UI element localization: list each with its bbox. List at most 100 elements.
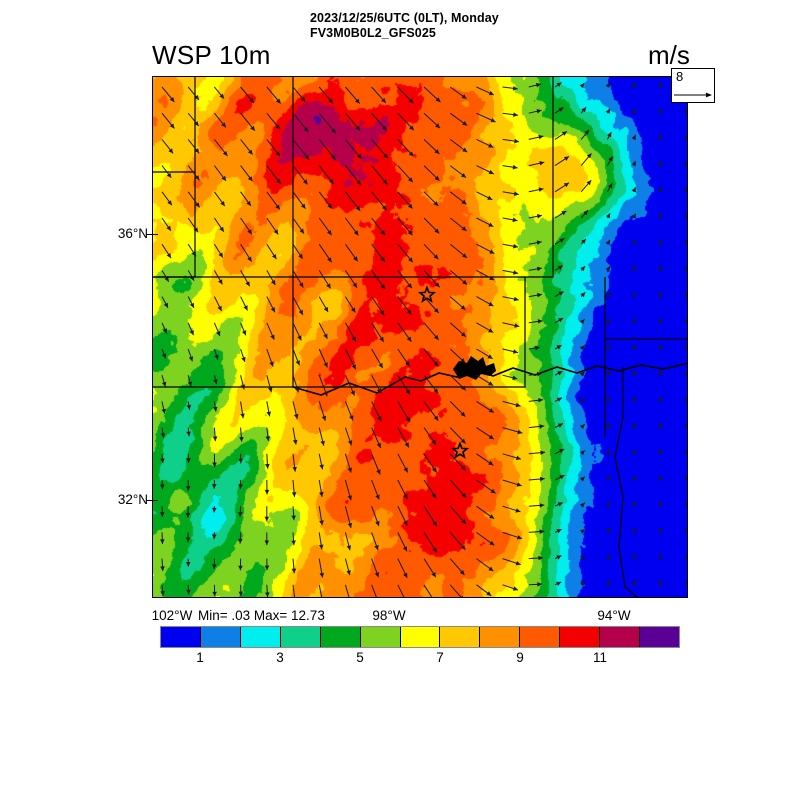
wind-arrow [344,558,351,576]
wind-arrow [371,322,385,343]
wind-arrow [292,584,296,597]
wind-arrow [185,506,191,518]
wind-arrow [318,322,328,340]
wind-arrow [344,532,352,551]
wind-arrow [292,322,302,341]
wind-arrow [213,322,221,337]
colorbar-segment-0[interactable] [161,627,201,647]
wind-arrow [397,191,413,209]
colorbar[interactable] [160,626,680,648]
wind-arrow [580,581,586,587]
wind-arrow [160,532,165,545]
colorbar-segment-12[interactable] [640,627,679,647]
wind-arrow [631,265,637,271]
wind-arrow [476,427,495,440]
wind-arrow [213,270,223,285]
wind-arrow [449,427,466,444]
wind-arrow [291,532,296,546]
wind-arrow [631,422,637,429]
wind-arrow [605,475,611,481]
wind-arrow [240,191,252,207]
wind-arrow [631,187,636,193]
wind-arrow [160,584,165,596]
wind-arrow [631,396,637,403]
wind-arrow [240,270,251,287]
wind-arrow [502,243,519,249]
wind-arrow [605,449,611,455]
wind-arrow [187,191,201,208]
wind-arrow [423,558,437,578]
wind-arrow [528,371,542,377]
wind-arrow [292,453,297,472]
wind-arrow [528,529,545,534]
wind-arrow [502,453,522,461]
wind-arrow [605,239,611,245]
wind-arrow [605,580,611,586]
units-label: m/s [648,40,690,70]
wind-arrow [554,448,565,455]
colorbar-tick-1: 1 [196,650,204,665]
lat-tick-mark [146,500,158,502]
wind-arrow [187,375,193,387]
colorbar-segment-6[interactable] [400,627,441,647]
colorbar-segment-4[interactable] [320,627,361,647]
wind-arrow [502,164,518,170]
wind-arrow [318,191,333,210]
map-plot-area[interactable] [152,76,688,598]
colorbar-segment-11[interactable] [600,627,641,647]
wind-arrow [371,112,388,131]
wind-arrow [397,558,408,579]
colorbar-segment-3[interactable] [280,627,321,647]
wind-arrow [423,165,440,182]
colorbar-segment-8[interactable] [480,627,521,647]
wind-arrow [187,165,200,181]
wind-arrow [240,401,245,419]
wind-arrow [449,191,467,205]
wind-arrow [213,375,218,385]
wind-arrow [631,82,636,88]
wind-arrow [240,86,255,104]
wind-arrow [344,348,357,370]
wind-arrow [161,112,175,129]
colorbar-segment-2[interactable] [240,627,281,647]
colorbar-tick-7: 7 [436,650,444,665]
wind-arrow [476,269,495,281]
wind-arrow [159,506,165,517]
wind-arrow [528,109,542,114]
wind-arrow [528,319,543,324]
colorbar-segment-1[interactable] [200,627,241,647]
colorbar-segment-9[interactable] [520,627,561,647]
wind-arrow [161,322,168,334]
wind-arrow [476,138,494,148]
wind-arrow [161,139,174,154]
wind-arrow [605,528,611,534]
wind-arrow [371,427,382,449]
colorbar-segment-7[interactable] [440,627,481,647]
wind-arrow [683,108,687,114]
colorbar-segment-5[interactable] [360,627,401,647]
wind-arrow [657,344,663,350]
wind-arrow [554,265,564,271]
wind-arrow [292,191,306,209]
wind-arrow [213,401,218,412]
wind-arrow [371,270,386,290]
wind-arrow [631,344,637,350]
wind-arrow [318,86,334,104]
wind-arrow [397,532,408,552]
wind-arrow [449,270,468,285]
colorbar-segment-10[interactable] [560,627,601,647]
wind-arrow [554,581,562,586]
wind-arrow [266,270,276,286]
wind-arrow [240,165,253,182]
wind-arrow [240,112,256,132]
wind-arrow [528,214,542,219]
wind-arrow [579,397,586,403]
wind-arrow [631,108,636,114]
wind-arrow [187,112,200,127]
wind-arrow [397,165,414,183]
wind-arrow [449,348,466,364]
wind-arrow [318,375,328,397]
wind-arrow [344,506,353,529]
wind-arrow [423,270,441,288]
wind-arrow [657,318,663,324]
